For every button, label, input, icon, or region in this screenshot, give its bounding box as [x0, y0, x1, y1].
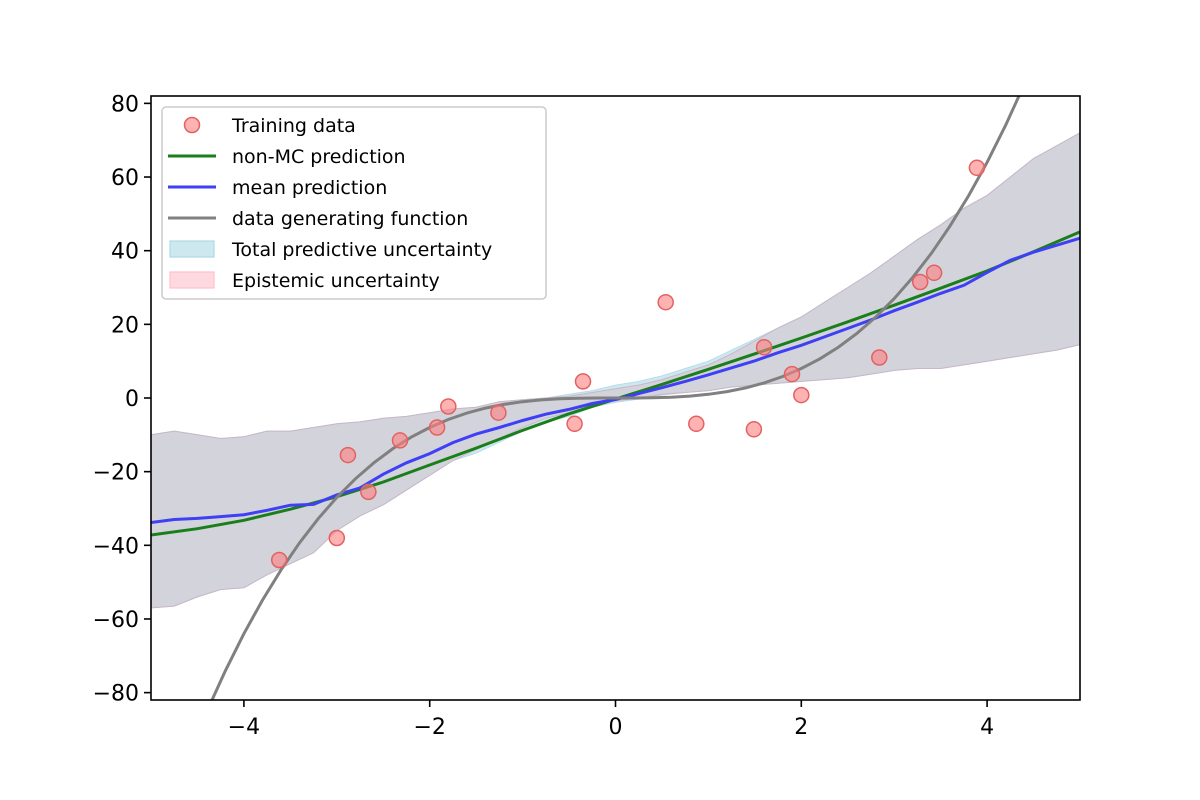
- legend-label-total-predictive-uncertainty: Total predictive uncertainty: [231, 239, 492, 261]
- epistemic-uncertainty-band: [151, 132, 1080, 609]
- y-tick-label: 40: [111, 240, 139, 265]
- legend-label-data-generating-function: data generating function: [232, 208, 468, 230]
- y-tick-label: −20: [93, 461, 139, 486]
- training-point: [490, 404, 507, 421]
- legend-label-epistemic-uncertainty: Epistemic uncertainty: [232, 270, 440, 292]
- training-point: [871, 349, 888, 366]
- x-tick-label: −2: [413, 715, 445, 740]
- y-tick-label: 0: [125, 387, 139, 412]
- training-point: [428, 419, 446, 436]
- legend-label-mean-prediction: mean prediction: [232, 177, 387, 199]
- training-point: [911, 273, 929, 291]
- training-point: [270, 551, 288, 569]
- legend-patch-total-predictive-uncertainty: [169, 240, 215, 258]
- data-generating-function-line: [210, 96, 1021, 700]
- y-tick-label: −60: [93, 608, 139, 633]
- y-axis-ticks: −80 −60 −40 −20 0 20 40 60 80: [93, 92, 151, 707]
- legend-label-non-mc-prediction: non-MC prediction: [232, 146, 406, 168]
- training-points: [270, 159, 986, 569]
- y-tick-label: 20: [111, 313, 139, 338]
- legend-patch-epistemic-uncertainty: [169, 271, 215, 289]
- legend-label-training-data: Training data: [231, 115, 356, 137]
- training-point: [566, 415, 583, 433]
- x-tick-label: 4: [980, 715, 994, 740]
- training-point: [688, 415, 705, 433]
- training-point: [328, 529, 346, 547]
- training-point: [783, 365, 801, 383]
- training-point: [391, 432, 409, 449]
- x-axis-ticks: −4 −2 0 2 4: [228, 700, 994, 740]
- y-tick-label: −80: [93, 682, 139, 707]
- legend: Training data non-MC prediction mean predi…: [161, 106, 547, 300]
- training-point: [574, 373, 592, 390]
- series-lines: [151, 96, 1080, 700]
- training-point: [925, 264, 943, 282]
- training-point: [440, 398, 457, 415]
- y-tick-label: 60: [111, 166, 139, 191]
- legend-marker-training-data: [183, 116, 201, 134]
- legend-box: [161, 106, 547, 300]
- x-tick-label: 0: [609, 715, 623, 740]
- training-point: [339, 446, 357, 464]
- training-point: [360, 483, 377, 501]
- x-tick-label: 2: [794, 715, 808, 740]
- y-tick-label: −40: [93, 534, 139, 559]
- training-point: [755, 338, 773, 356]
- y-tick-label: 80: [111, 92, 139, 117]
- training-point: [793, 386, 810, 404]
- training-point: [657, 293, 674, 311]
- training-point: [968, 159, 986, 177]
- x-tick-label: −4: [228, 715, 260, 740]
- uncertainty-bands: [151, 132, 1080, 609]
- training-point: [745, 421, 763, 438]
- plot-area: [151, 96, 1080, 700]
